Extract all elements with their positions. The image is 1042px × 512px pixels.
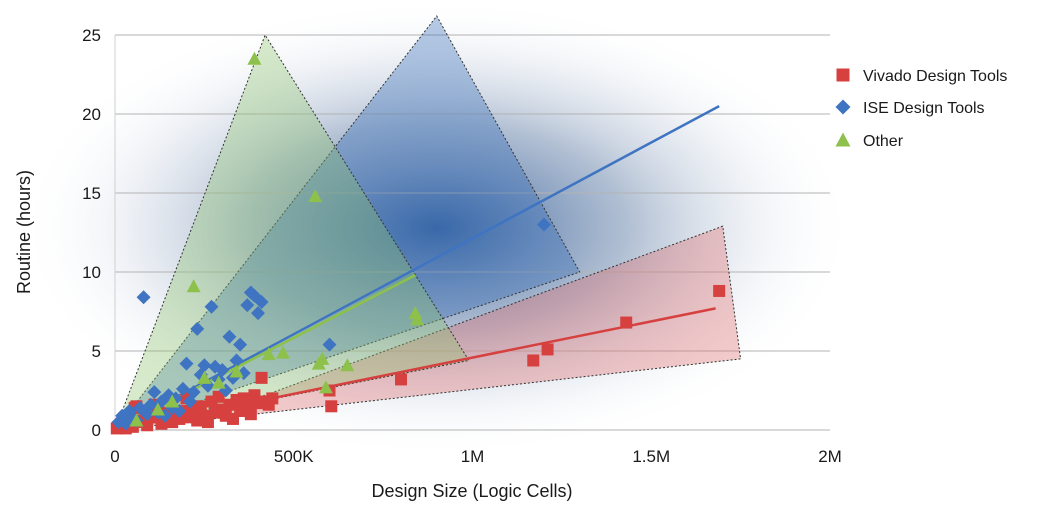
y-tick-label: 5 (92, 342, 101, 361)
point-triangle (308, 189, 323, 203)
x-tick-label: 2M (818, 447, 842, 466)
point-diamond (251, 306, 265, 321)
point-diamond (186, 385, 201, 400)
y-tick-label: 25 (82, 26, 101, 45)
point-triangle (261, 347, 276, 361)
y-axis-title: Routine (hours) (14, 170, 34, 294)
y-tick-label: 15 (82, 184, 101, 203)
point-square (201, 416, 214, 429)
point-triangle (197, 370, 212, 384)
legend-label: Vivado Design Tools (863, 68, 1007, 85)
point-square (527, 354, 540, 367)
point-diamond (229, 353, 244, 368)
point-square (541, 343, 554, 356)
point-triangle (340, 358, 355, 372)
x-tick-label: 1.5M (632, 447, 670, 466)
point-square (395, 373, 407, 386)
point-square (212, 390, 225, 403)
point-triangle (318, 380, 333, 394)
point-diamond (204, 299, 219, 314)
y-tick-label: 10 (82, 263, 101, 282)
legend-marker-triangle (835, 132, 851, 147)
data-points (110, 51, 726, 435)
point-triangle (276, 345, 291, 359)
point-square (620, 316, 633, 329)
point-diamond (240, 298, 255, 313)
legend-label: Other (863, 133, 904, 150)
legend-label: ISE Design Tools (863, 100, 985, 117)
point-triangle (129, 413, 144, 427)
point-triangle (165, 394, 180, 408)
y-tick-label: 20 (82, 105, 101, 124)
point-diamond (197, 358, 212, 373)
point-diamond (136, 290, 151, 305)
point-diamond (179, 356, 194, 371)
legend-marker-square (836, 68, 850, 82)
x-tick-label: 1M (461, 447, 485, 466)
point-square (244, 408, 257, 421)
point-square (255, 371, 268, 384)
point-diamond (175, 381, 190, 396)
point-diamond (147, 385, 162, 400)
legend: Vivado Design Tools ISE Design Tools Other (835, 68, 1007, 150)
point-triangle (229, 364, 244, 378)
gridlines (114, 34, 830, 431)
point-diamond (537, 217, 551, 232)
point-square (713, 284, 726, 297)
region-triangle (114, 33, 470, 431)
x-axis-ticks: 0 500K 1M 1.5M 2M (110, 447, 842, 466)
point-triangle (247, 51, 262, 65)
x-tick-label: 0 (110, 447, 119, 466)
point-diamond (118, 416, 133, 431)
point-diamond (254, 295, 269, 310)
point-square (266, 392, 279, 405)
point-triangle (410, 312, 425, 326)
point-square (325, 400, 338, 413)
point-triangle (211, 375, 226, 389)
point-triangle (150, 402, 165, 416)
point-diamond (190, 321, 205, 336)
point-triangle (186, 279, 201, 293)
point-diamond (233, 337, 248, 352)
y-axis-ticks: 0 5 10 15 20 25 (82, 26, 101, 440)
point-diamond (322, 337, 337, 352)
point-square (248, 389, 261, 402)
region-diamond (113, 15, 581, 432)
x-axis-title: Design Size (Logic Cells) (371, 481, 572, 501)
y-tick-label: 0 (92, 421, 101, 440)
point-square (194, 400, 207, 413)
point-diamond (215, 362, 230, 377)
point-diamond (222, 329, 237, 344)
legend-marker-diamond (835, 99, 851, 115)
point-triangle (315, 351, 330, 365)
point-diamond (143, 397, 158, 412)
x-tick-label: 500K (274, 447, 314, 466)
